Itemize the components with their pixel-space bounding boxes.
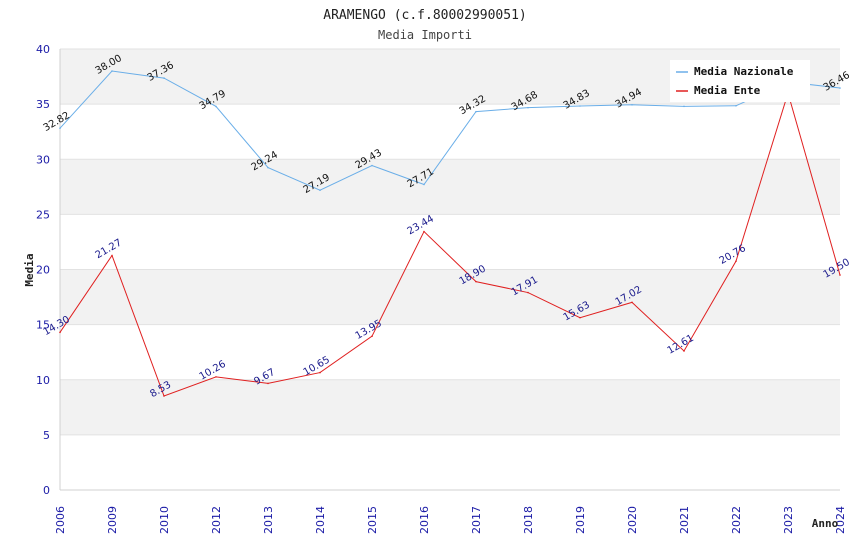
data-point bbox=[423, 183, 425, 186]
legend-box bbox=[670, 60, 810, 102]
x-tick-label: 2018 bbox=[522, 506, 535, 534]
data-point bbox=[59, 331, 61, 334]
x-axis-label: Anno bbox=[812, 517, 839, 530]
data-point bbox=[683, 350, 685, 352]
data-point bbox=[111, 70, 113, 72]
data-point bbox=[267, 166, 269, 169]
y-tick-label: 15 bbox=[36, 319, 50, 332]
chart-subtitle: Media Importi bbox=[378, 28, 472, 42]
series-lines bbox=[59, 70, 841, 397]
data-point bbox=[163, 77, 165, 79]
x-tick-label: 2015 bbox=[366, 506, 379, 534]
grid-band bbox=[60, 379, 840, 435]
data-point bbox=[475, 110, 477, 113]
y-tick-label: 5 bbox=[43, 429, 50, 442]
y-tick-label: 25 bbox=[36, 208, 50, 221]
data-point bbox=[683, 105, 685, 108]
grid bbox=[60, 48, 840, 491]
data-point bbox=[215, 105, 217, 108]
data-point bbox=[215, 376, 217, 378]
x-tick-label: 2006 bbox=[54, 506, 67, 534]
x-tick-label: 2021 bbox=[678, 506, 691, 534]
x-tick-label: 2010 bbox=[158, 506, 171, 534]
grid-band bbox=[60, 324, 840, 380]
x-tick-label: 2019 bbox=[574, 506, 587, 534]
data-point bbox=[423, 230, 425, 233]
data-point bbox=[579, 316, 581, 319]
x-tick-label: 2013 bbox=[262, 506, 275, 534]
x-tick-label: 2012 bbox=[210, 506, 223, 534]
data-point bbox=[371, 164, 373, 167]
grid-band bbox=[60, 159, 840, 215]
grid-band bbox=[60, 269, 840, 325]
legend-label-media-nazionale: Media Nazionale bbox=[694, 65, 794, 78]
data-point bbox=[267, 382, 269, 385]
chart-title: ARAMENGO (c.f.80002990051) bbox=[323, 8, 527, 23]
y-tick-label: 10 bbox=[36, 374, 50, 387]
data-point bbox=[579, 105, 581, 107]
data-point bbox=[319, 189, 321, 192]
series-line-media-ente bbox=[59, 91, 841, 397]
data-point bbox=[839, 87, 841, 89]
y-axis-label: Media bbox=[23, 253, 36, 286]
data-point bbox=[111, 254, 113, 257]
data-point bbox=[735, 104, 737, 107]
data-point bbox=[371, 335, 373, 338]
grid-band bbox=[60, 214, 840, 270]
legend: Media Nazionale Media Ente bbox=[670, 60, 810, 102]
data-point bbox=[163, 395, 165, 397]
data-point bbox=[527, 291, 529, 294]
x-tick-label: 2022 bbox=[730, 506, 743, 534]
grid-band bbox=[60, 104, 840, 160]
y-tick-label: 40 bbox=[36, 43, 50, 56]
x-tick-label: 2020 bbox=[626, 506, 639, 534]
legend-label-media-ente: Media Ente bbox=[694, 84, 761, 97]
y-tick-label: 30 bbox=[36, 153, 50, 166]
data-point bbox=[839, 274, 841, 276]
data-point bbox=[527, 106, 529, 109]
data-point bbox=[59, 127, 61, 129]
x-tick-label: 2016 bbox=[418, 506, 431, 534]
series-line-media-nazionale bbox=[59, 70, 841, 191]
data-point bbox=[735, 260, 737, 262]
x-tick-label: 2017 bbox=[470, 506, 483, 534]
y-tick-label: 35 bbox=[36, 98, 50, 111]
x-tick-label: 2023 bbox=[782, 506, 795, 534]
axes: 0 5 10 15 20 25 30 35 40 2006 2009 2010 2012 2013 2014… bbox=[36, 43, 847, 534]
y-tick-label: 0 bbox=[43, 484, 50, 497]
grid-band bbox=[60, 434, 840, 490]
data-point bbox=[319, 371, 321, 374]
x-tick-label: 2024 bbox=[834, 506, 847, 534]
x-tick-label: 2009 bbox=[106, 506, 119, 534]
data-point bbox=[631, 103, 633, 106]
data-point bbox=[631, 301, 633, 304]
data-point bbox=[475, 280, 477, 283]
x-tick-label: 2014 bbox=[314, 506, 327, 534]
y-tick-label: 20 bbox=[36, 264, 50, 277]
